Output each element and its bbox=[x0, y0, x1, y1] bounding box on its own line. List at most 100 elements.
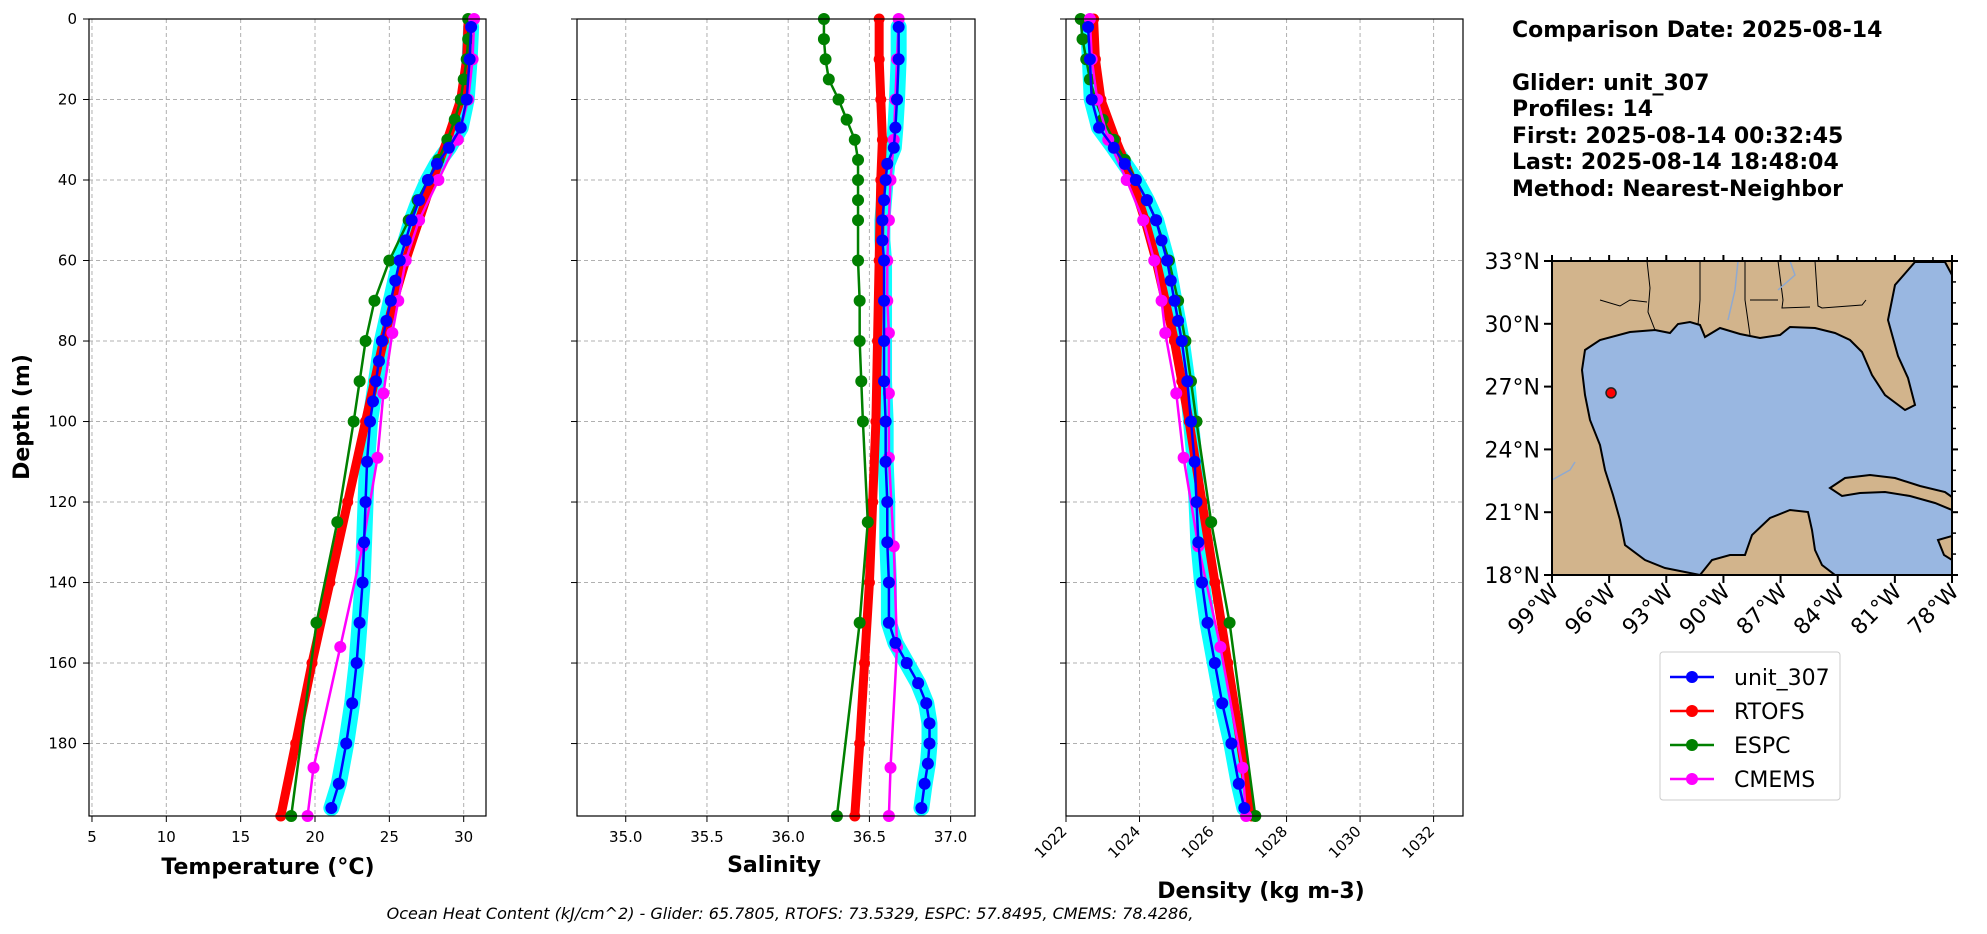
point-espc-12 bbox=[368, 294, 381, 307]
point-rtofs-10 bbox=[859, 657, 871, 669]
point-unit-307-4 bbox=[1107, 141, 1120, 154]
axes-frame bbox=[88, 18, 487, 817]
point-espc-15 bbox=[856, 415, 869, 428]
point-unit-307-2 bbox=[460, 93, 473, 106]
point-unit-307-14 bbox=[1175, 335, 1188, 348]
point-unit-307-27 bbox=[918, 777, 931, 790]
legend-marker-2 bbox=[1686, 739, 1698, 751]
point-unit-307-11 bbox=[389, 274, 402, 287]
ytick-label-0: 0 bbox=[67, 10, 77, 28]
point-unit-307-25 bbox=[346, 697, 359, 710]
point-unit-307-0 bbox=[892, 21, 905, 34]
ytick-label-1: 20 bbox=[58, 91, 77, 109]
lat-tick-label-5: 18°N bbox=[1485, 564, 1540, 589]
glider-marker bbox=[1605, 387, 1617, 399]
temperature-axis-label: Temperature (°C) bbox=[161, 855, 374, 880]
point-unit-307-20 bbox=[1196, 576, 1209, 589]
lon-tick-label-6: 81°W bbox=[1846, 579, 1907, 640]
point-unit-307-27 bbox=[332, 777, 345, 790]
point-unit-307-15 bbox=[372, 355, 385, 368]
point-cmems-9 bbox=[377, 387, 390, 400]
xtick-label-1: 1024 bbox=[1104, 822, 1144, 862]
point-rtofs-7 bbox=[870, 416, 882, 428]
legend-frame bbox=[1659, 651, 1841, 801]
point-unit-307-14 bbox=[879, 415, 892, 428]
point-unit-307-12 bbox=[878, 335, 891, 348]
point-unit-307-10 bbox=[393, 254, 406, 267]
map-land-north bbox=[1552, 261, 1952, 575]
point-unit-307-5 bbox=[430, 157, 443, 170]
point-unit-307-9 bbox=[876, 234, 889, 247]
xtick-label-1: 10 bbox=[157, 828, 176, 846]
ytick-label-8: 160 bbox=[48, 654, 77, 672]
point-rtofs-2 bbox=[875, 94, 887, 106]
point-unit-307-22 bbox=[1208, 657, 1221, 670]
legend-marker-0 bbox=[1686, 671, 1698, 683]
legend: unit_307 RTOFS ESPC CMEMS bbox=[1659, 651, 1841, 801]
point-espc-17 bbox=[310, 616, 323, 629]
point-unit-307-11 bbox=[1164, 274, 1177, 287]
ytick-label-6: 120 bbox=[48, 493, 77, 511]
ytick-label-3: 60 bbox=[58, 252, 77, 270]
point-unit-307-24 bbox=[1225, 737, 1238, 750]
point-unit-307-10 bbox=[1161, 254, 1174, 267]
lon-tick-label-7: 78°W bbox=[1904, 579, 1965, 640]
point-cmems-7 bbox=[1155, 294, 1168, 307]
point-cmems-9 bbox=[882, 387, 895, 400]
ytick-label-7: 140 bbox=[48, 574, 77, 592]
lon-tick-label-1: 96°W bbox=[1561, 579, 1622, 640]
point-unit-307-4 bbox=[442, 141, 455, 154]
lat-tick-label-0: 33°N bbox=[1485, 250, 1540, 275]
point-cmems-13 bbox=[1236, 761, 1249, 774]
point-rtofs-8 bbox=[867, 496, 879, 508]
axes-frame bbox=[1065, 18, 1464, 817]
point-unit-307-19 bbox=[1192, 536, 1205, 549]
point-rtofs-3 bbox=[876, 134, 888, 146]
point-unit-307-25 bbox=[923, 737, 936, 750]
point-cmems-12 bbox=[1214, 640, 1227, 653]
point-espc-5 bbox=[840, 113, 853, 126]
point-unit-307-12 bbox=[384, 294, 397, 307]
point-espc-13 bbox=[359, 335, 372, 348]
point-unit-307-18 bbox=[364, 415, 377, 428]
lon-tick-label-4: 87°W bbox=[1732, 579, 1793, 640]
legend-marker-3 bbox=[1686, 773, 1698, 785]
point-espc-3 bbox=[822, 73, 835, 86]
density-axis-label: Density (kg m-3) bbox=[1157, 879, 1365, 904]
map-land-yucatan bbox=[1698, 508, 1837, 575]
point-unit-307-24 bbox=[923, 717, 936, 730]
point-unit-307-3 bbox=[454, 121, 467, 134]
ytick-label-2: 40 bbox=[58, 171, 77, 189]
lat-tick-label-3: 24°N bbox=[1485, 438, 1540, 463]
point-unit-307-28 bbox=[915, 801, 928, 814]
map-land-cuba bbox=[1828, 473, 1952, 512]
point-espc-2 bbox=[819, 53, 832, 66]
legend-label-3: CMEMS bbox=[1734, 768, 1815, 793]
point-espc-11 bbox=[852, 254, 865, 267]
comparison-date: Comparison Date: 2025-08-14 bbox=[1512, 18, 1882, 43]
point-unit-307-20 bbox=[889, 636, 902, 649]
xtick-label-3: 36.5 bbox=[853, 828, 886, 846]
point-unit-307-17 bbox=[366, 395, 379, 408]
xtick-label-2: 15 bbox=[231, 828, 250, 846]
point-espc-7 bbox=[852, 153, 865, 166]
point-unit-307-0 bbox=[1082, 21, 1095, 34]
point-unit-307-5 bbox=[1118, 157, 1131, 170]
point-unit-307-4 bbox=[887, 141, 900, 154]
point-unit-307-15 bbox=[879, 455, 892, 468]
axes-frame bbox=[576, 18, 976, 817]
xtick-label-0: 5 bbox=[87, 828, 97, 846]
first-time: First: 2025-08-14 00:32:45 bbox=[1512, 124, 1843, 149]
xtick-label-4: 1030 bbox=[1325, 822, 1365, 862]
point-espc-1 bbox=[817, 33, 830, 46]
point-unit-307-17 bbox=[1188, 455, 1201, 468]
point-espc-17 bbox=[853, 616, 866, 629]
xtick-label-3: 1028 bbox=[1251, 822, 1291, 862]
point-unit-307-16 bbox=[369, 375, 382, 388]
lon-tick-label-5: 84°W bbox=[1789, 579, 1850, 640]
point-espc-14 bbox=[855, 375, 868, 388]
point-unit-307-18 bbox=[1190, 496, 1203, 509]
point-rtofs-1 bbox=[873, 53, 885, 65]
point-unit-307-26 bbox=[340, 737, 353, 750]
